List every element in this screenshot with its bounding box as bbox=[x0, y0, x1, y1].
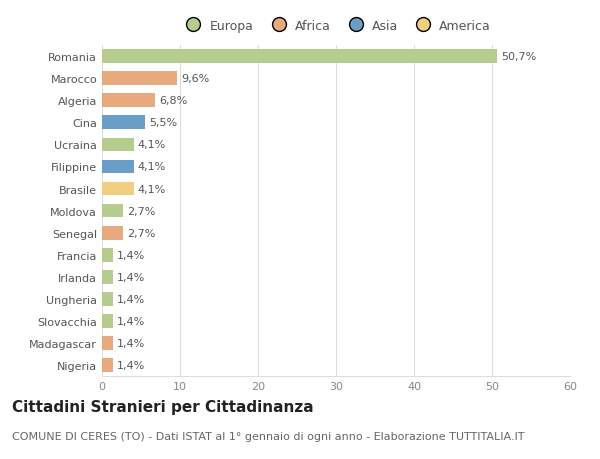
Legend: Europa, Africa, Asia, America: Europa, Africa, Asia, America bbox=[177, 16, 495, 36]
Text: 1,4%: 1,4% bbox=[117, 338, 145, 348]
Text: 2,7%: 2,7% bbox=[127, 228, 155, 238]
Text: Cittadini Stranieri per Cittadinanza: Cittadini Stranieri per Cittadinanza bbox=[12, 399, 314, 414]
Bar bbox=[102, 336, 113, 350]
Bar bbox=[102, 226, 123, 240]
Text: 4,1%: 4,1% bbox=[138, 140, 166, 150]
Bar bbox=[102, 72, 177, 86]
Text: 4,1%: 4,1% bbox=[138, 184, 166, 194]
Text: 1,4%: 1,4% bbox=[117, 316, 145, 326]
Text: 1,4%: 1,4% bbox=[117, 272, 145, 282]
Text: 4,1%: 4,1% bbox=[138, 162, 166, 172]
Text: COMUNE DI CERES (TO) - Dati ISTAT al 1° gennaio di ogni anno - Elaborazione TUTT: COMUNE DI CERES (TO) - Dati ISTAT al 1° … bbox=[12, 431, 524, 442]
Text: 1,4%: 1,4% bbox=[117, 360, 145, 370]
Text: 50,7%: 50,7% bbox=[502, 52, 536, 62]
Bar bbox=[102, 138, 134, 152]
Bar bbox=[102, 314, 113, 328]
Text: 1,4%: 1,4% bbox=[117, 294, 145, 304]
Text: 5,5%: 5,5% bbox=[149, 118, 177, 128]
Bar bbox=[102, 270, 113, 284]
Text: 6,8%: 6,8% bbox=[159, 96, 187, 106]
Bar bbox=[102, 50, 497, 64]
Bar bbox=[102, 94, 155, 108]
Bar bbox=[102, 116, 145, 130]
Bar bbox=[102, 160, 134, 174]
Bar bbox=[102, 292, 113, 306]
Text: 2,7%: 2,7% bbox=[127, 206, 155, 216]
Bar bbox=[102, 182, 134, 196]
Text: 1,4%: 1,4% bbox=[117, 250, 145, 260]
Bar bbox=[102, 358, 113, 372]
Bar bbox=[102, 248, 113, 262]
Bar bbox=[102, 204, 123, 218]
Text: 9,6%: 9,6% bbox=[181, 74, 209, 84]
